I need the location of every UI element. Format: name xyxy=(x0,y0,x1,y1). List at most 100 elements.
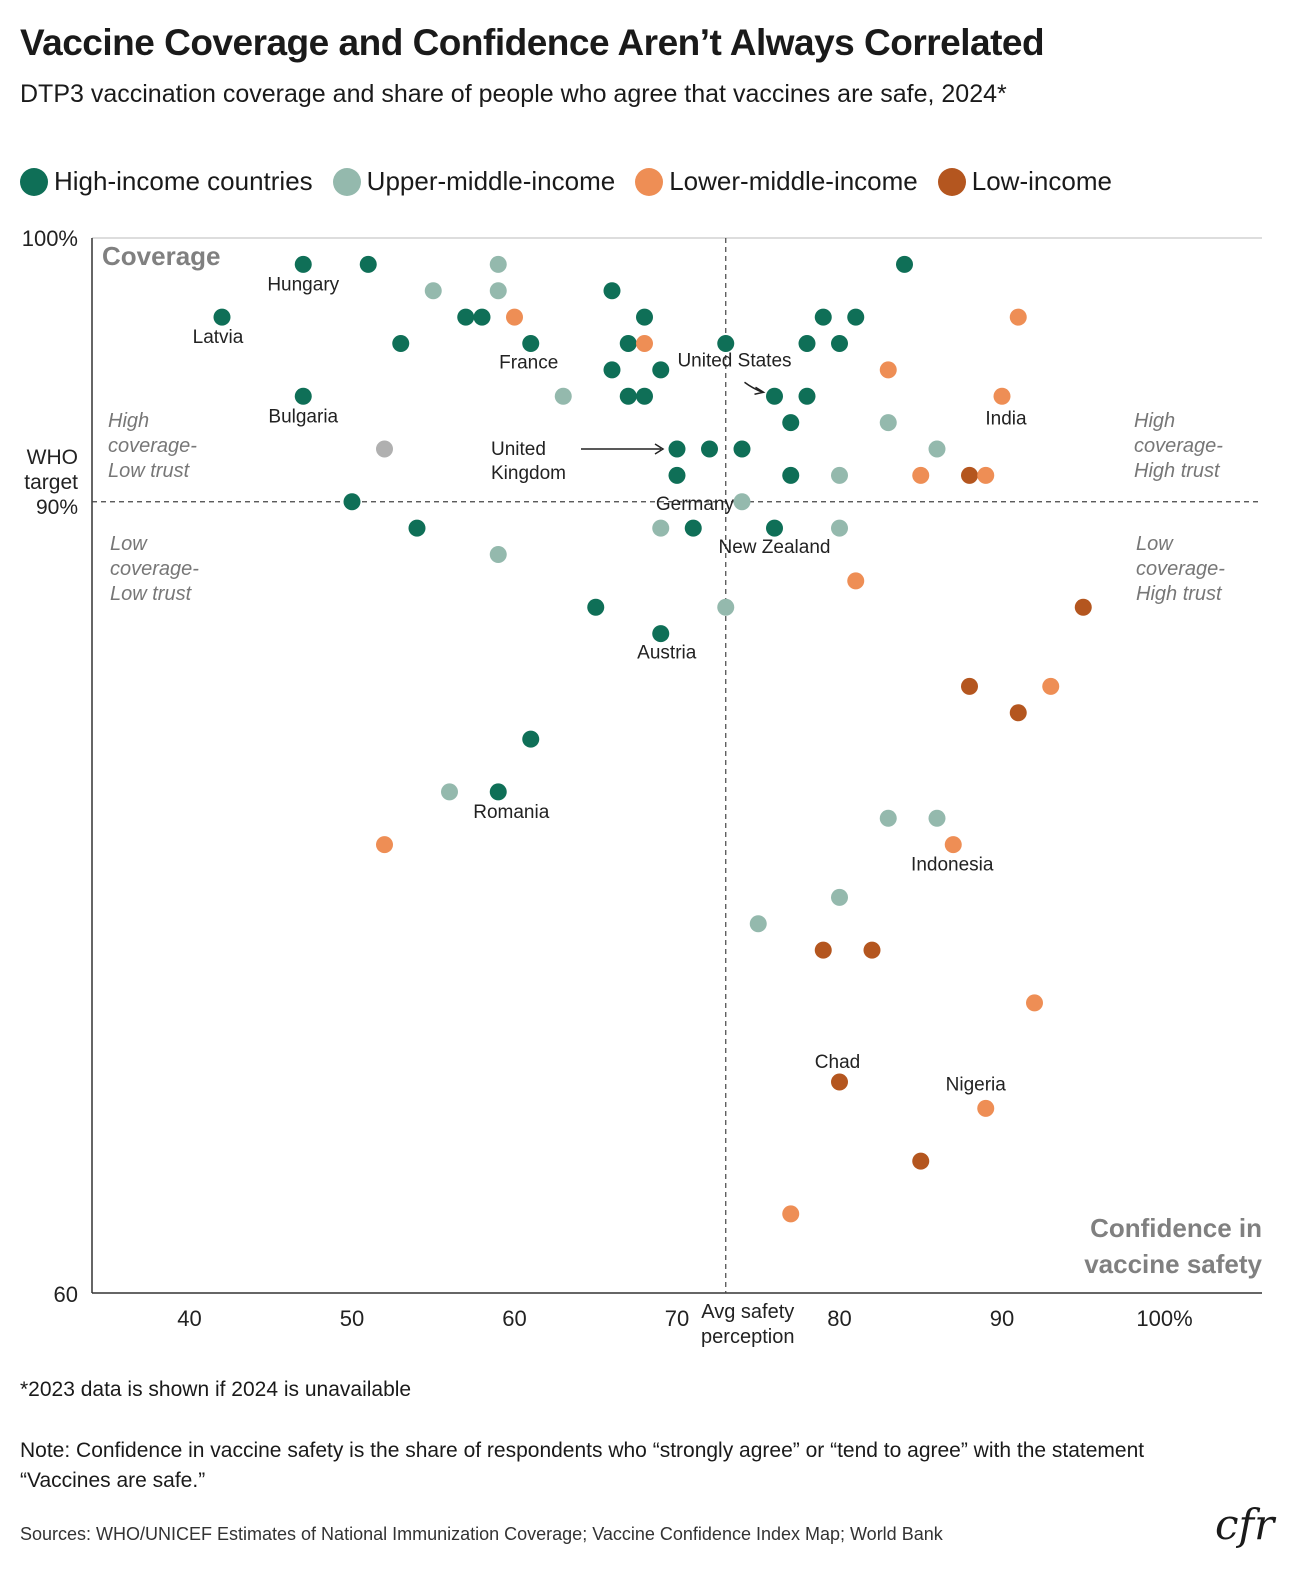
data-point xyxy=(294,387,312,405)
point-label: Hungary xyxy=(267,274,339,295)
data-point xyxy=(684,519,702,537)
data-point xyxy=(928,809,946,827)
data-point xyxy=(668,440,686,458)
point-label: United States xyxy=(677,350,791,371)
data-point xyxy=(441,783,458,801)
data-point xyxy=(636,335,653,352)
sources: Sources: WHO/UNICEF Estimates of Nationa… xyxy=(20,1524,943,1544)
data-point xyxy=(798,335,816,352)
data-point xyxy=(668,466,686,484)
quadrant-label-bottom-left: Low trust xyxy=(110,583,193,605)
data-point xyxy=(424,282,442,300)
data-point xyxy=(814,308,832,326)
data-point xyxy=(798,387,816,405)
data-point xyxy=(636,308,653,326)
data-point xyxy=(376,836,393,854)
quadrant-label-top-left: Low trust xyxy=(108,460,191,482)
data-point xyxy=(652,625,670,643)
quadrant-label-bottom-right: High trust xyxy=(1136,583,1223,605)
data-point xyxy=(1042,677,1060,695)
data-point xyxy=(522,335,540,352)
data-point xyxy=(782,466,800,484)
y-tick-label: 60 xyxy=(54,1282,78,1307)
data-point xyxy=(603,361,621,379)
legend-swatch-low xyxy=(937,167,966,196)
data-point xyxy=(928,440,946,458)
legend-item-low: Low-income xyxy=(937,166,1112,197)
legend-swatch-upper-middle xyxy=(332,167,361,196)
point-label: India xyxy=(985,408,1027,429)
legend-swatch-high xyxy=(20,167,48,196)
quadrant-label-top-right: High xyxy=(1134,410,1175,432)
legend-swatch-lower-middle xyxy=(635,167,664,196)
data-point xyxy=(506,308,523,326)
data-point xyxy=(554,387,572,405)
x-axis-title: Confidence in xyxy=(1090,1213,1262,1243)
data-point xyxy=(879,361,897,379)
point-label: Chad xyxy=(815,1052,860,1073)
data-point xyxy=(912,1152,930,1170)
quadrant-label-bottom-right: Low xyxy=(1136,533,1174,555)
data-point xyxy=(489,282,507,300)
data-point xyxy=(977,1099,995,1117)
data-point xyxy=(944,836,962,854)
data-point xyxy=(376,440,393,458)
label-arrow-line xyxy=(744,381,763,393)
legend: High-income countries Upper-middle-incom… xyxy=(20,166,1132,197)
note: Note: Confidence in vaccine safety is th… xyxy=(20,1439,1145,1492)
data-point xyxy=(749,915,767,933)
data-point xyxy=(489,783,507,801)
data-point xyxy=(343,493,361,511)
data-point xyxy=(733,493,751,511)
data-point xyxy=(961,466,978,484)
data-point xyxy=(489,255,507,273)
x-tick-label: 80 xyxy=(827,1306,851,1331)
data-point xyxy=(831,466,848,484)
data-point xyxy=(1009,704,1027,722)
x-axis-title: vaccine safety xyxy=(1084,1249,1262,1279)
data-point xyxy=(831,1073,848,1091)
data-point xyxy=(359,255,377,273)
avg-safety-label: perception xyxy=(701,1326,794,1348)
data-point xyxy=(489,546,507,563)
data-point xyxy=(603,282,621,300)
footnote: *2023 data is shown if 2024 is unavailab… xyxy=(20,1378,412,1401)
point-label: Bulgaria xyxy=(268,406,338,427)
data-point xyxy=(831,335,848,352)
data-point xyxy=(408,519,426,537)
data-point xyxy=(879,414,897,432)
point-label: Latvia xyxy=(193,327,244,348)
point-label: Germany xyxy=(656,494,735,515)
point-label: France xyxy=(499,353,558,374)
data-point xyxy=(863,941,881,959)
point-label: Indonesia xyxy=(911,855,994,876)
label-arrow-head xyxy=(754,386,766,395)
legend-item-upper-middle: Upper-middle-income xyxy=(332,166,615,197)
y-axis-title: Coverage xyxy=(102,241,221,271)
data-point xyxy=(879,809,897,827)
x-tick-label: 100% xyxy=(1136,1306,1192,1331)
data-point xyxy=(1009,308,1027,326)
data-point xyxy=(782,1205,800,1223)
data-point xyxy=(213,308,231,326)
data-point xyxy=(473,308,491,326)
data-point xyxy=(294,255,312,273)
point-label: Nigeria xyxy=(946,1074,1007,1095)
quadrant-label-bottom-right: coverage- xyxy=(1136,558,1225,580)
data-point xyxy=(831,888,848,906)
point-label: United xyxy=(491,439,546,460)
quadrant-label-top-right: coverage- xyxy=(1134,435,1223,457)
avg-safety-label: Avg safety xyxy=(701,1301,794,1323)
data-point xyxy=(587,598,605,616)
data-point xyxy=(847,572,865,590)
quadrant-label-top-right: High trust xyxy=(1134,460,1221,482)
x-tick-label: 90 xyxy=(990,1306,1014,1331)
who-target-label: 90% xyxy=(36,496,78,519)
data-point xyxy=(717,335,735,352)
cfr-logo: cfr xyxy=(1215,1500,1275,1549)
quadrant-label-top-left: High xyxy=(108,410,149,432)
y-tick-label: 100% xyxy=(22,226,78,251)
data-point xyxy=(652,519,670,537)
legend-label-low: Low-income xyxy=(971,166,1112,196)
who-target-label: target xyxy=(24,471,78,494)
